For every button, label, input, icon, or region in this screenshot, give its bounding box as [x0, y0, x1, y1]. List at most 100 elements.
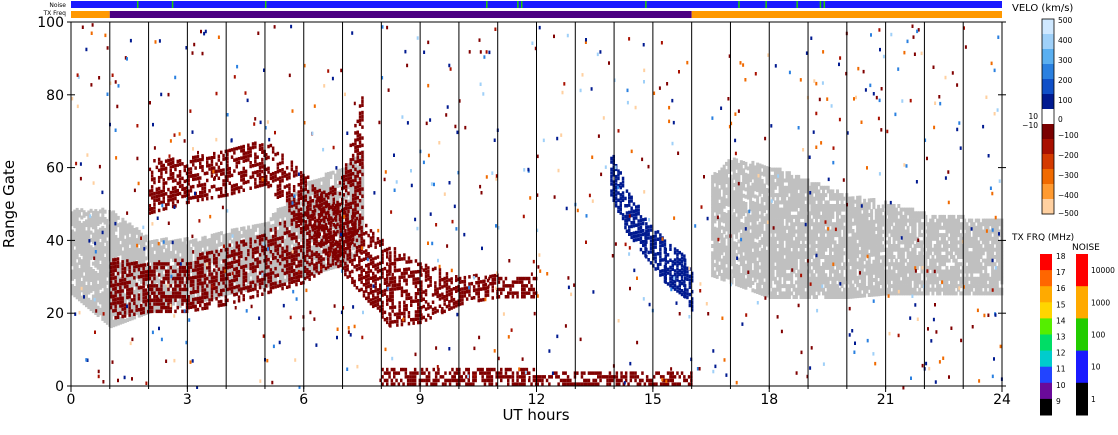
ground_scatter-cell	[810, 244, 814, 248]
ground_scatter-cell	[751, 288, 755, 293]
ground_scatter-cell	[778, 229, 782, 234]
ground_scatter-cell	[758, 258, 762, 263]
ground_scatter-cell	[199, 248, 202, 252]
ground_scatter-cell	[801, 189, 805, 194]
ground_scatter-cell	[822, 262, 825, 267]
ground_scatter-cell	[794, 204, 798, 208]
ground_scatter-cell	[123, 297, 127, 301]
ground_scatter-cell	[126, 227, 130, 231]
ground_scatter-cell	[797, 284, 801, 289]
ground_scatter-cell	[760, 248, 764, 253]
ground_scatter-cell	[358, 206, 362, 211]
ground_scatter-cell	[735, 267, 739, 272]
ground_scatter-cell	[846, 269, 850, 274]
ground_scatter-cell	[797, 280, 801, 285]
ground_scatter-cell	[924, 273, 928, 278]
ground_scatter-cell	[344, 180, 348, 184]
ground_scatter-cell	[758, 240, 762, 244]
ground_scatter-cell	[235, 227, 239, 232]
ground_scatter-cell	[295, 242, 299, 247]
ground_scatter-cell	[874, 256, 878, 260]
ground_scatter-cell	[856, 225, 860, 229]
ground_scatter-cell	[140, 254, 143, 259]
ground_scatter-cell	[808, 222, 811, 227]
ground_scatter-cell	[870, 230, 874, 235]
ground_scatter-cell	[361, 208, 365, 213]
ground_scatter-cell	[785, 287, 789, 292]
ground_scatter-cell	[904, 236, 908, 241]
ground_scatter-cell	[711, 182, 715, 187]
ground_scatter-cell	[778, 284, 782, 289]
ground_scatter-cell	[831, 196, 835, 201]
ground_scatter-cell	[119, 229, 123, 234]
ground_scatter-cell	[356, 205, 360, 210]
ground_scatter-cell	[85, 295, 88, 300]
ground_scatter-cell	[130, 239, 134, 244]
ground_scatter-cell	[794, 273, 798, 278]
ground_scatter-cell	[324, 209, 328, 213]
ground_scatter-cell	[727, 184, 731, 189]
ground_scatter-cell	[931, 222, 935, 227]
ground_scatter-cell	[829, 204, 832, 208]
ground_scatter-cell	[790, 225, 794, 230]
ground_scatter-cell	[804, 255, 808, 259]
ground_scatter-cell	[785, 204, 789, 208]
ground_scatter-cell	[720, 243, 724, 248]
ground_scatter-cell	[722, 230, 726, 235]
ground_scatter-cell	[826, 287, 830, 292]
ground_scatter-cell	[178, 271, 182, 276]
ground_scatter-cell	[85, 299, 88, 304]
ground_scatter-cell	[758, 192, 762, 197]
ground_scatter-cell	[819, 276, 823, 281]
ground_scatter-cell	[112, 210, 116, 215]
ground_scatter-cell	[877, 208, 881, 213]
ground_scatter-cell	[904, 258, 908, 263]
ground_scatter-cell	[851, 258, 855, 263]
ground_scatter-cell	[824, 284, 828, 289]
ground_scatter-cell	[267, 261, 271, 266]
ground_scatter-cell	[810, 200, 814, 205]
ground_scatter-cell	[194, 271, 198, 276]
ground_scatter-cell	[222, 252, 226, 257]
ground_scatter-cell	[215, 254, 219, 259]
ground_scatter-cell	[222, 292, 226, 297]
ground_scatter-cell	[142, 253, 146, 258]
ground_scatter-cell	[164, 251, 168, 256]
ground_scatter-cell	[753, 289, 757, 294]
ground_scatter-cell	[897, 229, 901, 234]
ground_scatter-cell	[815, 196, 818, 201]
ground_scatter-cell	[98, 234, 102, 239]
ground_scatter-cell	[130, 243, 134, 248]
ground_scatter-cell	[303, 214, 307, 219]
ground_scatter-cell	[251, 242, 255, 247]
ground_scatter-cell	[838, 218, 842, 223]
ground_scatter-cell	[874, 212, 878, 217]
ground_scatter-cell	[819, 204, 823, 208]
ground_scatter-cell	[865, 242, 869, 247]
ground_scatter-cell	[931, 233, 935, 238]
ground_scatter-cell	[780, 225, 784, 230]
ground_scatter-cell	[732, 157, 736, 162]
ground_scatter-cell	[836, 218, 839, 223]
ground_scatter-cell	[181, 245, 185, 250]
ground_scatter-cell	[114, 318, 118, 323]
ground_scatter-cell	[121, 312, 125, 317]
ground_scatter-cell	[342, 204, 346, 208]
ground_scatter-cell	[251, 239, 255, 244]
ground_scatter-cell	[265, 269, 268, 274]
ground_scatter-cell	[215, 232, 219, 237]
ground_scatter-cell	[101, 316, 105, 321]
ground_scatter-cell	[727, 177, 731, 182]
ground_scatter-cell	[746, 221, 750, 225]
ground_scatter-cell	[799, 291, 803, 296]
ground_scatter-cell	[89, 256, 93, 261]
ground_scatter-cell	[778, 214, 782, 219]
ground_scatter-cell	[906, 269, 910, 274]
ground_scatter-cell	[101, 262, 105, 267]
ground_scatter-cell	[226, 291, 230, 296]
ground_scatter-cell	[222, 234, 226, 239]
ground_scatter-cell	[71, 291, 74, 296]
ground_scatter-cell	[167, 266, 171, 270]
ground_scatter-cell	[278, 258, 282, 263]
ground_scatter-cell	[269, 224, 273, 229]
